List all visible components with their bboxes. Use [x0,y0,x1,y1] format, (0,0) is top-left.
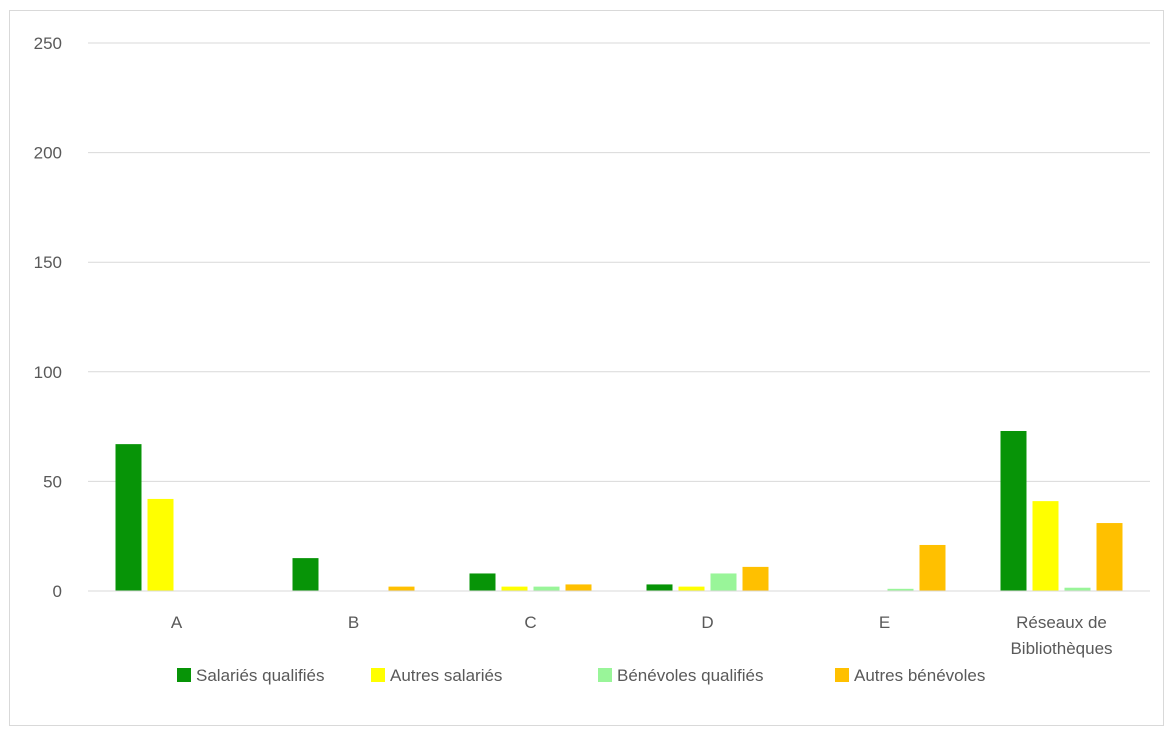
y-tick-label: 50 [43,472,62,491]
x-tick-label: B [348,613,359,632]
legend-swatch [835,668,849,682]
x-tick-label: E [879,613,890,632]
bar-autres-salariés-5 [1032,501,1059,591]
bar-salariés-qualifiés-5 [1000,430,1027,591]
x-axis: A B C D E Réseaux de Bibliothèques [88,590,1150,658]
legend-label: Autres salariés [390,666,502,685]
legend-swatch [177,668,191,682]
y-tick-label: 150 [34,253,62,272]
bar-autres-bénévoles-1 [388,586,415,591]
bar-salariés-qualifiés-0 [115,444,142,591]
bar-autres-salariés-2 [501,586,528,591]
bar-salariés-qualifiés-1 [292,558,319,591]
bar-bénévoles-qualifiés-4 [887,588,914,591]
legend: Salariés qualifiés Autres salariés Bénévol… [177,666,985,685]
x-tick-label: D [701,613,713,632]
gridlines [88,42,1150,592]
bar-autres-salariés-3 [678,586,705,591]
x-tick-label: C [524,613,536,632]
y-tick-label: 100 [34,363,62,382]
bars [115,430,1123,591]
chart-frame [9,10,1164,726]
bar-autres-bénévoles-5 [1096,523,1123,591]
bar-autres-bénévoles-3 [742,566,769,591]
legend-swatch [371,668,385,682]
legend-label: Bénévoles qualifiés [617,666,763,685]
bar-bénévoles-qualifiés-2 [533,586,560,591]
bar-bénévoles-qualifiés-3 [710,573,737,591]
y-tick-label: 200 [34,144,62,163]
y-tick-label: 250 [34,34,62,53]
legend-label: Salariés qualifiés [196,666,325,685]
bar-salariés-qualifiés-2 [469,573,496,591]
y-tick-label: 0 [53,582,62,601]
x-tick-label: A [171,613,183,632]
bar-bénévoles-qualifiés-5 [1064,587,1091,591]
bar-autres-bénévoles-2 [565,584,592,591]
x-tick-label: Bibliothèques [1010,639,1112,658]
legend-swatch [598,668,612,682]
bar-autres-salariés-0 [147,498,174,591]
y-axis: 0 50 100 150 200 250 [34,34,62,601]
x-tick-label: Réseaux de [1016,613,1107,632]
bar-salariés-qualifiés-3 [646,584,673,591]
legend-label: Autres bénévoles [854,666,985,685]
bar-autres-bénévoles-4 [919,544,946,591]
